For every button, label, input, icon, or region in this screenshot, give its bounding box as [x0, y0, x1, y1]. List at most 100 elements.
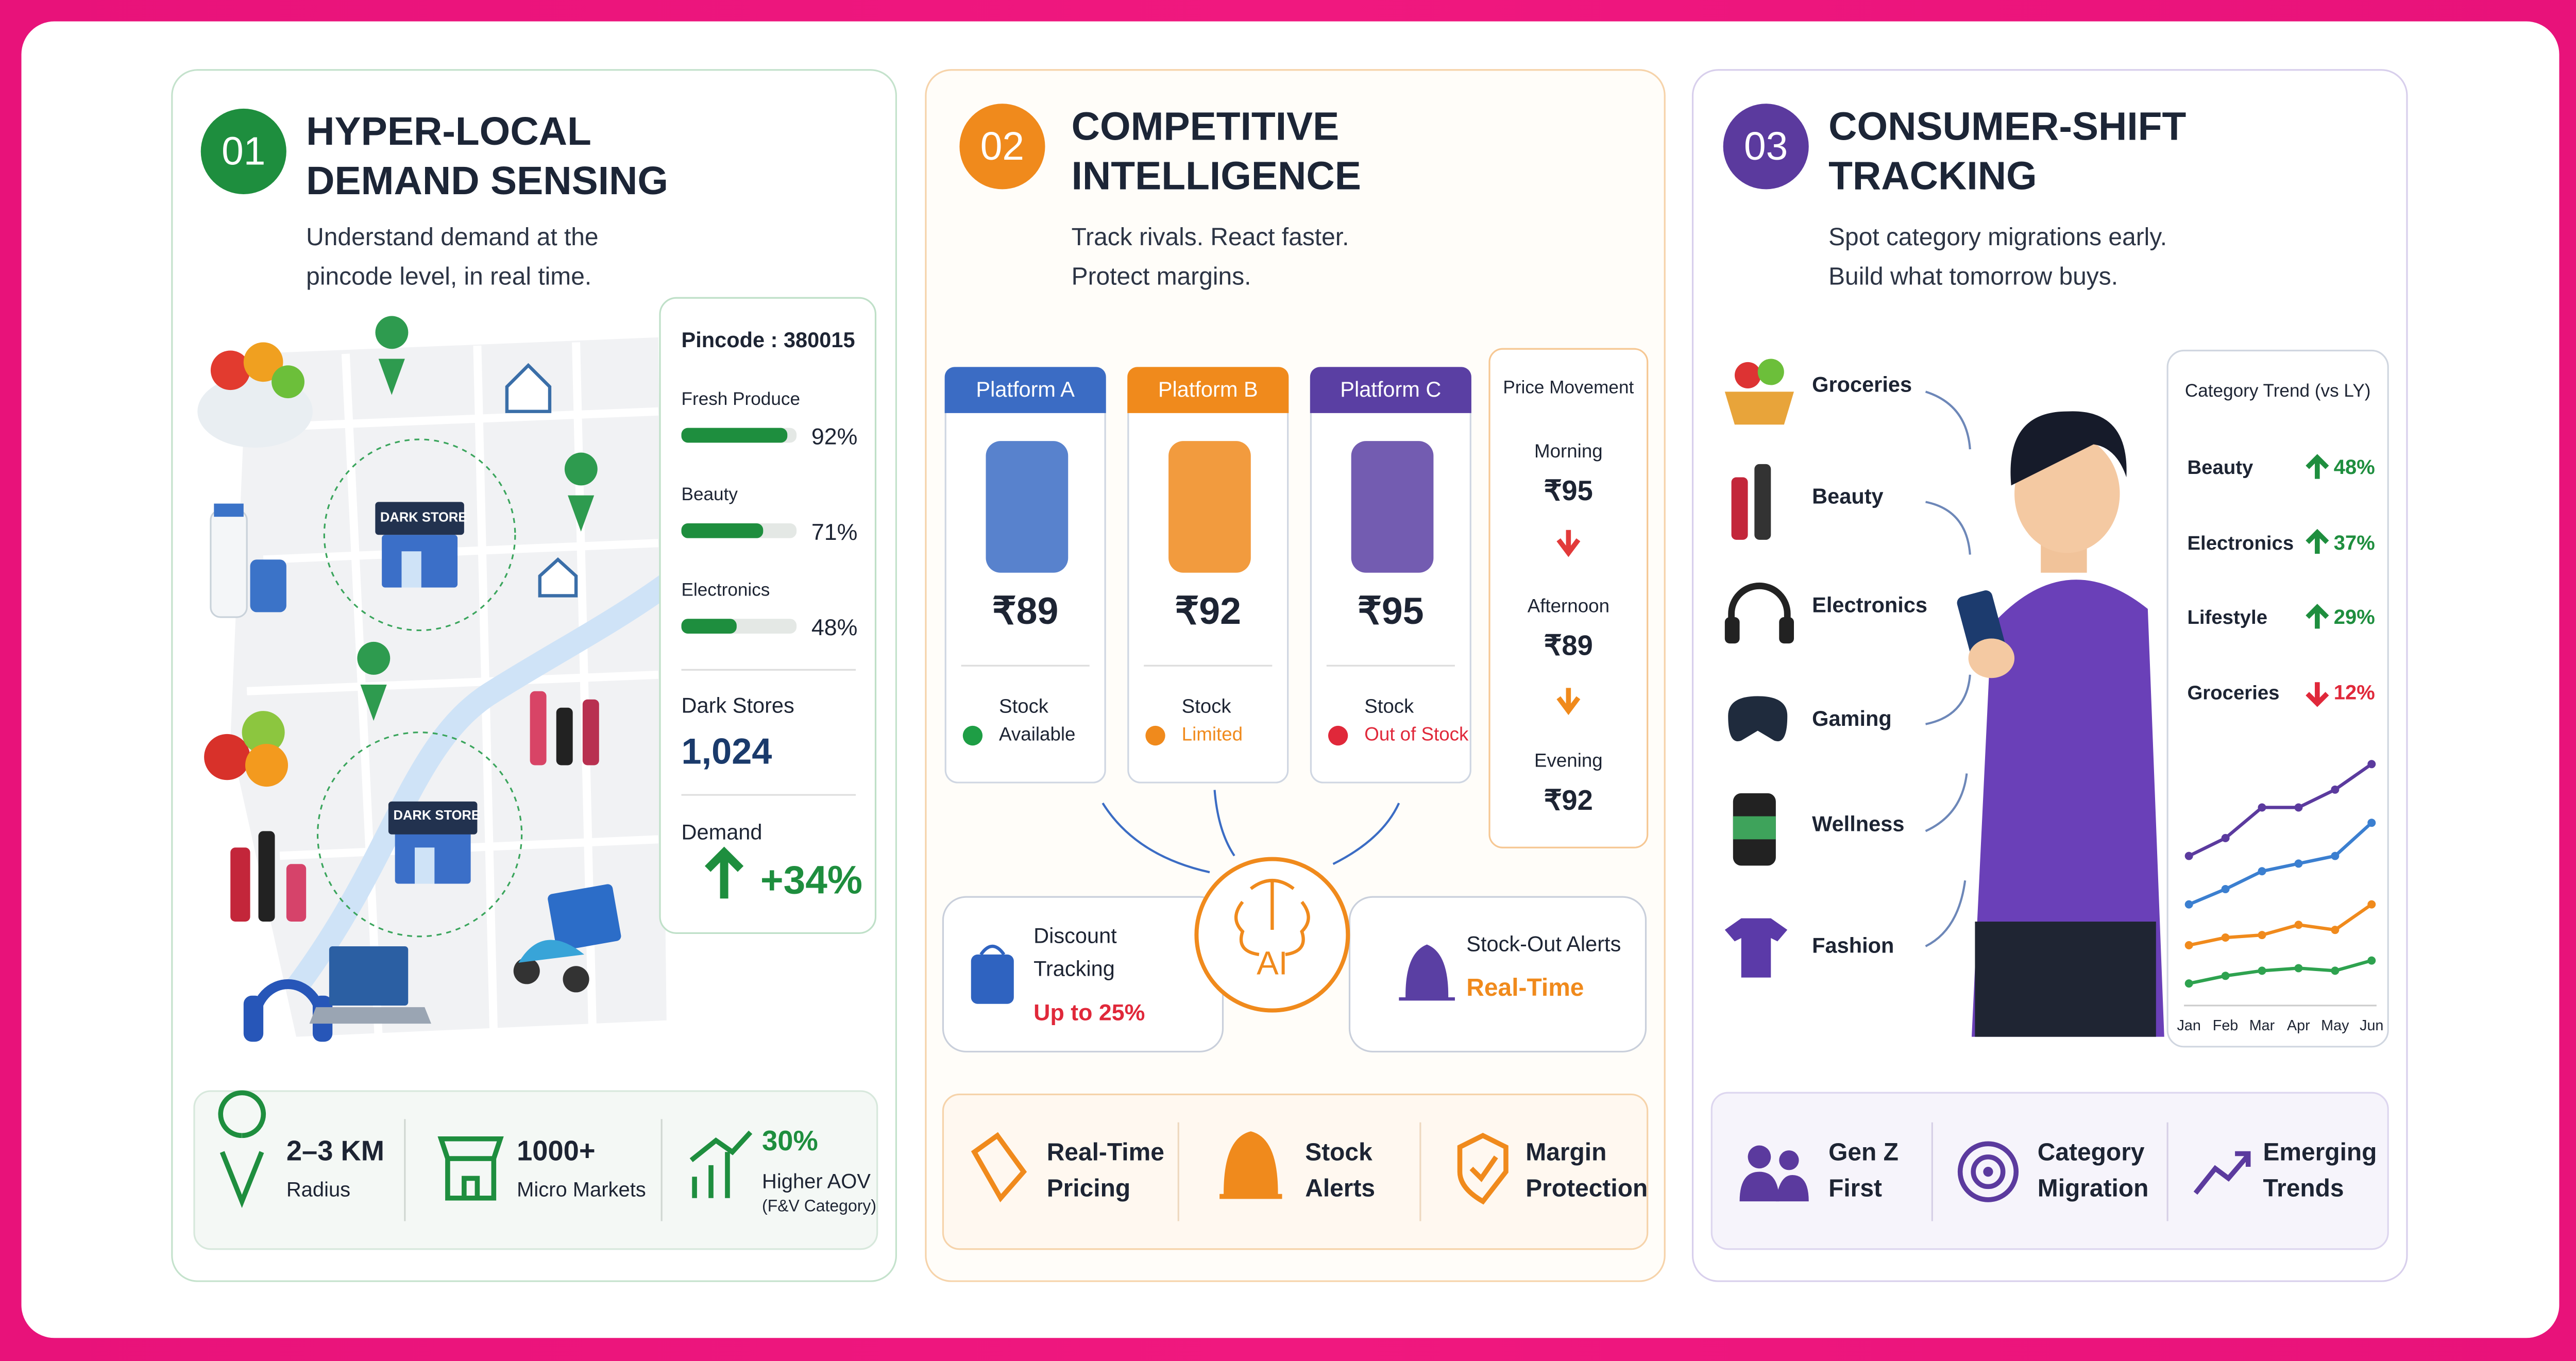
up-arrow-icon — [704, 846, 744, 899]
decoration — [1219, 1131, 1282, 1199]
price-movement-title: Price Movement — [1503, 378, 1634, 399]
decoration — [1925, 880, 1967, 947]
platform-header — [1127, 367, 1289, 413]
stats-bar — [193, 1090, 878, 1250]
decoration — [1757, 359, 1784, 385]
category-icons — [1724, 359, 1794, 978]
decoration — [250, 559, 286, 613]
stock-status: Available — [999, 725, 1076, 746]
platform-card — [1127, 367, 1289, 784]
stock-label: Stock — [1364, 694, 1414, 718]
map — [197, 316, 673, 1042]
feature-label: Trends — [2263, 1175, 2344, 1203]
trend-point — [2258, 966, 2266, 975]
decoration — [1754, 464, 1771, 540]
decoration — [1775, 1175, 1809, 1202]
decoration — [246, 670, 659, 695]
phone — [986, 441, 1069, 573]
decoration — [1332, 803, 1400, 865]
time-price: ₹89 — [1544, 630, 1593, 662]
platform-card — [944, 367, 1106, 784]
trend-label: Beauty — [2187, 455, 2253, 479]
decoration — [1728, 582, 1791, 634]
decoration — [1968, 638, 2015, 678]
trend-point — [2331, 966, 2340, 975]
decoration — [564, 452, 598, 532]
price: ₹89 — [992, 589, 1059, 632]
trend-point — [2331, 926, 2340, 934]
pincode: Pincode : 380015 — [681, 327, 855, 352]
platform-card — [1310, 367, 1471, 784]
trend-point — [2184, 852, 2193, 860]
category-label: Groceries — [1812, 372, 1912, 397]
stat-label: (F&V Category) — [762, 1198, 876, 1216]
discount-title: Discount — [1033, 923, 1117, 948]
trend-point — [2294, 921, 2303, 929]
category-label: Electronics — [1812, 592, 1928, 618]
decoration — [286, 864, 307, 922]
discount-value: Up to 25% — [1033, 999, 1145, 1026]
decoration — [245, 744, 289, 787]
decoration — [246, 407, 659, 432]
card-title: DEMAND SENSING — [306, 159, 669, 205]
bar — [681, 523, 764, 538]
stock-label: Stock — [999, 694, 1048, 718]
trend-point — [2294, 859, 2303, 868]
feature-label: Protection — [1526, 1175, 1648, 1203]
decoration — [1925, 390, 1971, 947]
decoration — [1957, 1141, 2019, 1202]
category-label: Gaming — [1812, 706, 1892, 731]
decoration — [204, 734, 250, 780]
decoration — [1748, 1145, 1771, 1169]
card-subtitle: Protect margins. — [1071, 263, 1251, 292]
decoration — [689, 1130, 753, 1198]
decoration — [316, 731, 523, 938]
trend-arrow — [2306, 529, 2329, 554]
month-label: Apr — [2287, 1017, 2310, 1034]
feature-label: Margin — [1526, 1138, 1607, 1167]
decoration — [375, 502, 464, 535]
decoration — [1735, 362, 1761, 388]
trend-point — [2367, 900, 2376, 909]
decoration — [971, 954, 1014, 1004]
stat-label: Radius — [286, 1178, 351, 1202]
month-label: Feb — [2212, 1017, 2239, 1034]
feature-label: Pricing — [1046, 1175, 1131, 1203]
trend-point — [2221, 833, 2230, 842]
dark-stores-value: 1,024 — [681, 730, 772, 772]
map-label: DARK STORE — [380, 510, 467, 525]
card-subtitle: Understand demand at the — [306, 224, 599, 252]
metric-value: 48% — [811, 614, 858, 640]
card-title: COMPETITIVE — [1071, 105, 1340, 150]
trend-line — [2189, 903, 2373, 947]
decoration — [1925, 773, 1968, 832]
decoration — [1724, 918, 1788, 978]
decoration — [1213, 790, 1235, 857]
metric-label: Beauty — [681, 485, 738, 505]
decoration — [1975, 922, 2156, 1037]
decoration — [1724, 617, 1740, 644]
trend-point — [2258, 803, 2266, 812]
status-dot — [962, 725, 983, 746]
card-number: 02 — [980, 125, 1025, 170]
decoration — [401, 551, 421, 588]
platform-name: Platform C — [1340, 377, 1442, 402]
card-title: HYPER-LOCAL — [306, 110, 591, 155]
trend-panel — [2166, 349, 2389, 1048]
trend-change: 48% — [2333, 455, 2375, 479]
decoration — [263, 539, 659, 564]
stockout-title: Stock-Out Alerts — [1466, 931, 1621, 957]
ai-label: AI — [1257, 946, 1288, 983]
platform-header — [944, 367, 1106, 413]
decoration — [230, 847, 250, 922]
decoration — [309, 1007, 431, 1024]
stockout-value: Real-Time — [1466, 974, 1584, 1002]
trend-arrow — [2306, 604, 2329, 629]
trend-label: Groceries — [2187, 680, 2280, 704]
decoration — [505, 363, 552, 413]
category-label: Beauty — [1812, 484, 1884, 509]
feature-label: Real-Time — [1046, 1138, 1164, 1167]
phone — [1351, 441, 1434, 573]
feature-label: First — [1828, 1175, 1882, 1203]
decoration — [1971, 1154, 2006, 1189]
